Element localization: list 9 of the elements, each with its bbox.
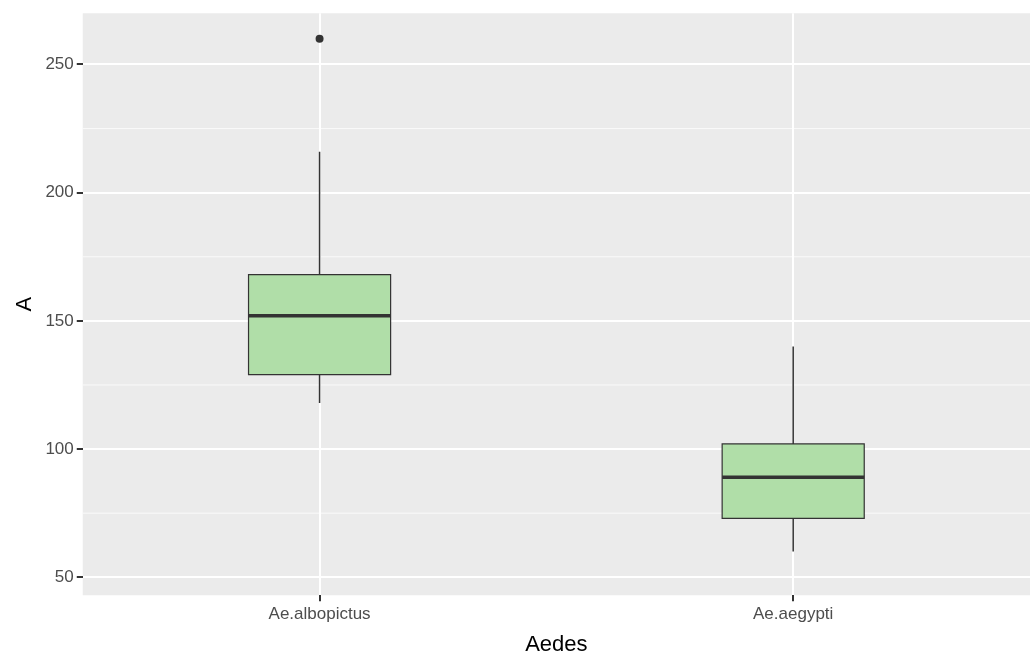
y-tick-label: 200 (45, 182, 74, 202)
y-tick-label: 50 (54, 566, 74, 586)
y-tick-label: 250 (45, 54, 74, 74)
y-axis-title: A (11, 296, 37, 312)
x-axis-title: Aedes (525, 630, 588, 656)
x-tick-label: Ae.aegypti (753, 604, 834, 624)
y-tick-label: 100 (45, 438, 74, 458)
y-tick-label: 150 (45, 310, 74, 330)
x-tick-label: Ae.albopictus (268, 604, 371, 624)
